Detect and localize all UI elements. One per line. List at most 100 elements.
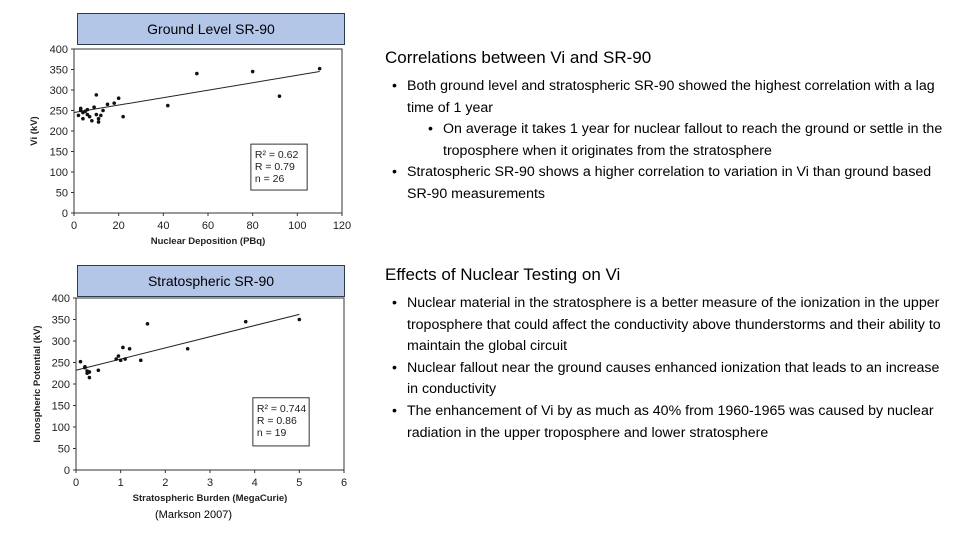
y-tick-label: 0	[62, 208, 68, 220]
stats-box	[250, 143, 308, 191]
y-tick-label: 150	[50, 147, 68, 159]
x-tick-label: 100	[288, 220, 306, 232]
data-point	[87, 114, 92, 119]
x-tick-label: 0	[71, 220, 77, 232]
bullet-item: Nuclear fallout near the ground causes e…	[392, 358, 945, 401]
y-axis-label: Vi (kV)	[29, 116, 40, 145]
correlations-panel: Correlations between Vi and SR-90 Both g…	[385, 48, 945, 206]
y-tick-label: 350	[52, 315, 70, 327]
sub-bullet-item: On average it takes 1 year for nuclear f…	[428, 119, 945, 162]
data-point	[92, 105, 96, 110]
data-point	[118, 358, 123, 363]
y-axis-label: Ionospheric Potential (kV)	[32, 325, 43, 442]
data-point	[94, 93, 99, 97]
stats-label: R² = 0.744	[257, 403, 306, 415]
data-point	[116, 96, 121, 100]
correlations-heading: Correlations between Vi and SR-90	[385, 48, 652, 67]
data-point	[166, 103, 170, 108]
stats-label: R = 0.79	[255, 161, 295, 173]
correlations-bullets: Both ground level and stratospheric SR-9…	[385, 76, 945, 206]
x-tick-label: 6	[341, 477, 347, 489]
data-point	[195, 71, 199, 76]
x-tick-label: 60	[202, 220, 214, 232]
x-tick-label: 40	[157, 220, 169, 232]
ground-level-label: Ground Level SR-90	[147, 21, 275, 37]
data-point	[96, 116, 101, 121]
effects-panel: Effects of Nuclear Testing on Vi Nuclear…	[385, 265, 945, 444]
y-tick-label: 400	[50, 44, 68, 56]
y-tick-label: 250	[52, 358, 70, 370]
bullet-item: Both ground level and stratospheric SR-9…	[392, 76, 945, 162]
x-tick-label: 0	[73, 477, 79, 489]
y-tick-label: 350	[50, 65, 68, 77]
data-point	[297, 317, 302, 322]
data-point	[87, 370, 92, 374]
stats-label: R = 0.86	[257, 415, 297, 427]
data-point	[277, 94, 282, 98]
citation: (Markson 2007)	[155, 509, 233, 521]
y-tick-label: 50	[58, 444, 70, 456]
data-point	[96, 368, 101, 373]
data-point	[185, 346, 190, 351]
data-point	[99, 113, 103, 118]
data-point	[83, 365, 87, 370]
y-tick-label: 100	[50, 167, 68, 179]
data-point	[101, 108, 105, 113]
stats-box	[252, 397, 310, 447]
data-point	[127, 346, 132, 351]
y-tick-label: 100	[52, 422, 70, 434]
data-point	[250, 69, 255, 74]
fit-line	[75, 313, 300, 371]
ground-level-scatter-chart: 0 50 100 150 200 250 300 350 400 0 20 40 60 80 100 120 N…	[29, 44, 351, 247]
data-point	[96, 120, 101, 124]
data-point	[76, 113, 81, 118]
stratospheric-label-box: Stratospheric SR-90	[77, 265, 345, 297]
y-tick-label: 50	[56, 188, 68, 200]
data-point	[87, 375, 92, 380]
y-tick-label: 200	[50, 126, 68, 138]
data-point	[243, 319, 248, 324]
data-point	[81, 116, 85, 121]
y-tick-label: 250	[50, 106, 68, 118]
stats-label: R² = 0.62	[255, 149, 299, 161]
data-point	[116, 354, 121, 358]
data-point	[85, 107, 90, 112]
data-point	[121, 114, 125, 119]
x-tick-label: 4	[252, 477, 258, 489]
x-tick-label: 20	[113, 220, 125, 232]
data-point	[114, 357, 118, 361]
x-tick-label: 5	[296, 477, 302, 489]
x-tick-label: 120	[333, 220, 351, 232]
data-point	[317, 66, 322, 71]
data-point	[105, 102, 110, 107]
data-point	[78, 106, 83, 111]
data-point	[78, 359, 83, 364]
ground-level-label-box: Ground Level SR-90	[77, 13, 345, 45]
data-point	[94, 112, 99, 117]
data-point	[138, 358, 143, 363]
x-tick-label: 1	[118, 477, 124, 489]
bullet-item: Nuclear material in the stratosphere is …	[392, 293, 945, 358]
x-tick-label: 2	[162, 477, 168, 489]
data-point	[90, 118, 94, 123]
sub-bullets: On average it takes 1 year for nuclear f…	[407, 119, 945, 162]
y-tick-label: 300	[52, 336, 70, 348]
y-tick-label: 300	[50, 85, 68, 97]
stratospheric-scatter-chart: 0 50 100 150 200 250 300 350 400 0 1 2 3 4 5 6 Stratosph…	[32, 293, 347, 504]
stats-label: n = 19	[257, 427, 287, 439]
bullet-item: The enhancement of Vi by as much as 40% …	[392, 401, 945, 444]
data-point	[123, 357, 127, 361]
stratospheric-label: Stratospheric SR-90	[147, 273, 275, 289]
effects-bullets: Nuclear material in the stratosphere is …	[385, 293, 945, 444]
y-tick-label: 0	[64, 465, 70, 477]
effects-heading: Effects of Nuclear Testing on Vi	[385, 265, 621, 284]
bullet-item: Stratospheric SR-90 shows a higher corre…	[392, 162, 945, 205]
y-tick-label: 400	[52, 293, 70, 305]
data-point	[145, 322, 150, 326]
x-tick-label: 3	[207, 477, 213, 489]
x-axis-label: Nuclear Deposition (PBq)	[151, 236, 266, 247]
x-axis-label: Stratospheric Burden (MegaCurie)	[133, 493, 288, 504]
y-tick-label: 200	[52, 379, 70, 391]
x-tick-label: 80	[247, 220, 259, 232]
fit-line	[73, 71, 320, 114]
